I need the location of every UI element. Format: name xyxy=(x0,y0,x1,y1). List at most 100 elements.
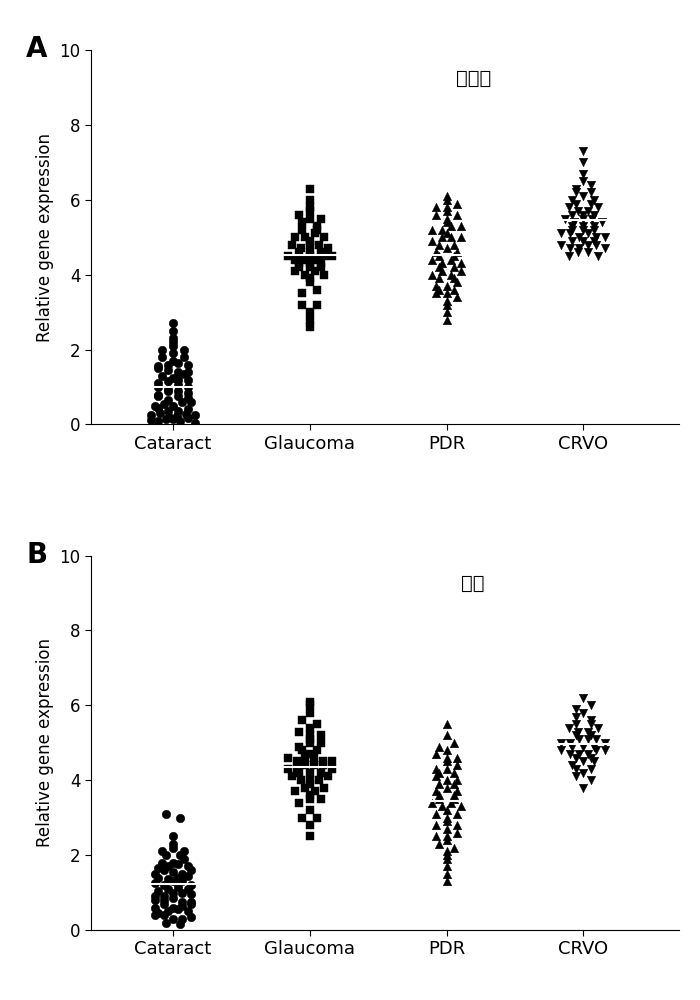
Point xyxy=(182,357,193,373)
Point xyxy=(300,757,311,773)
Point xyxy=(452,757,463,773)
Point xyxy=(167,353,178,369)
Point xyxy=(172,870,183,886)
Point xyxy=(448,765,459,781)
Point xyxy=(293,244,304,260)
Point xyxy=(304,274,316,290)
Point xyxy=(304,727,316,743)
Point xyxy=(182,903,193,919)
Point xyxy=(582,203,594,219)
Point xyxy=(573,731,584,747)
Point xyxy=(282,750,293,766)
Point xyxy=(323,240,334,256)
Point xyxy=(556,735,567,751)
Point xyxy=(291,753,302,769)
Point xyxy=(433,836,444,852)
Point xyxy=(178,342,190,358)
Point xyxy=(441,832,452,848)
Point xyxy=(315,765,326,781)
Point xyxy=(441,847,452,863)
Point xyxy=(153,870,164,886)
Point xyxy=(167,840,178,856)
Point xyxy=(591,742,602,758)
Point xyxy=(182,372,193,388)
Point xyxy=(162,362,174,378)
Point xyxy=(596,214,607,230)
Point xyxy=(172,403,183,419)
Point xyxy=(182,881,193,897)
Point xyxy=(430,768,441,784)
Point xyxy=(426,267,438,283)
Point xyxy=(304,791,316,807)
Point xyxy=(149,900,160,916)
Point xyxy=(441,225,452,241)
Point xyxy=(176,911,188,927)
Point xyxy=(297,297,308,313)
Point xyxy=(300,780,311,796)
Point xyxy=(456,255,467,271)
Point xyxy=(172,901,183,917)
Point xyxy=(452,244,463,260)
Point xyxy=(304,203,316,219)
Point xyxy=(441,211,452,227)
Point xyxy=(186,886,197,902)
Point xyxy=(456,218,467,234)
Point xyxy=(592,248,603,264)
Point xyxy=(167,873,178,889)
Point xyxy=(181,406,192,422)
Point xyxy=(304,765,316,781)
Point xyxy=(297,285,308,301)
Point xyxy=(293,795,304,811)
Point xyxy=(582,237,594,253)
Point xyxy=(452,207,463,223)
Point xyxy=(441,312,452,328)
Point xyxy=(433,270,444,286)
Point xyxy=(591,229,602,245)
Point xyxy=(309,263,321,279)
Point xyxy=(189,415,200,431)
Point xyxy=(446,229,457,245)
Point xyxy=(578,233,589,249)
Point xyxy=(158,396,169,412)
Point xyxy=(556,225,567,241)
Point xyxy=(441,802,452,818)
Point xyxy=(570,184,582,200)
Point xyxy=(304,705,316,721)
Text: B: B xyxy=(27,541,48,569)
Point xyxy=(565,225,576,241)
Point xyxy=(436,798,447,814)
Point xyxy=(153,413,164,429)
Point xyxy=(167,398,178,414)
Point xyxy=(430,278,441,294)
Point xyxy=(297,742,308,758)
Point xyxy=(176,885,188,901)
Point xyxy=(178,366,190,382)
Point xyxy=(315,791,326,807)
Point xyxy=(157,855,168,871)
Point xyxy=(182,379,193,395)
Point xyxy=(167,885,178,901)
Point xyxy=(293,207,304,223)
Point xyxy=(176,898,188,914)
Point xyxy=(565,746,576,762)
Point xyxy=(167,334,178,350)
Point xyxy=(297,252,308,268)
Point xyxy=(582,244,594,260)
Point xyxy=(433,765,444,781)
Point xyxy=(448,270,459,286)
Point xyxy=(157,349,168,365)
Point xyxy=(578,765,589,781)
Point xyxy=(441,858,452,874)
Point xyxy=(430,828,441,844)
Point xyxy=(441,285,452,301)
Point xyxy=(589,753,600,769)
Point xyxy=(167,330,178,346)
Point xyxy=(178,349,190,365)
Point xyxy=(172,377,183,393)
Point xyxy=(304,237,316,253)
Point xyxy=(315,727,326,743)
Point xyxy=(182,858,193,874)
Point xyxy=(585,196,596,212)
Point xyxy=(318,267,330,283)
Point xyxy=(312,810,323,826)
